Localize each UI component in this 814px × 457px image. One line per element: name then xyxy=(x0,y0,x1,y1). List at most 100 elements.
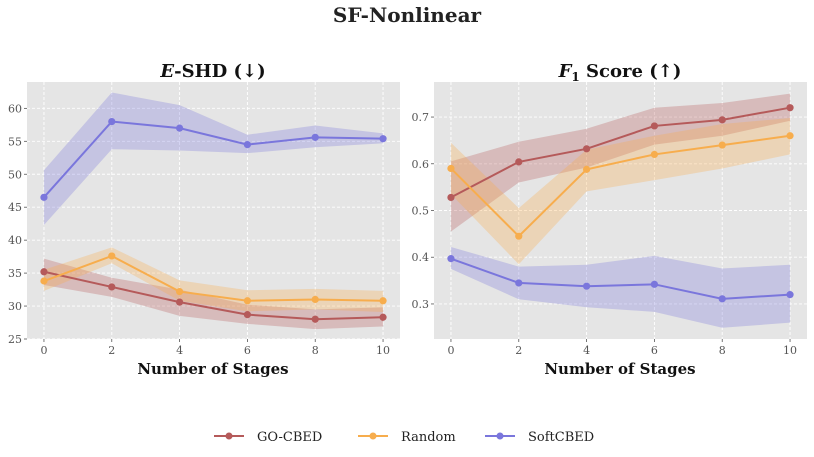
legend-label-go-cbed: GO-CBED xyxy=(257,430,322,445)
f1-band-go-cbed xyxy=(450,93,791,232)
panel-eshd-title: E-SHD (↓) xyxy=(159,61,265,82)
f1-line-random xyxy=(450,134,791,238)
panel-f1-lines xyxy=(447,104,794,303)
eshd-ytick-label-6: 55 xyxy=(8,135,22,148)
eshd-line-go-cbed xyxy=(43,270,384,321)
eshd-line-softcbed xyxy=(43,120,384,198)
f1-point-random-0 xyxy=(447,164,455,173)
eshd-point-softcbed-10 xyxy=(379,135,387,143)
eshd-band-softcbed xyxy=(43,92,384,225)
f1-line-softcbed xyxy=(450,257,791,300)
legend-marker-go-cbed xyxy=(225,432,233,440)
f1-ytick-label-4: 0.7 xyxy=(412,111,430,124)
f1-xtick-label-4: 4 xyxy=(583,344,590,357)
f1-point-go-cbed-0 xyxy=(447,193,455,202)
f1-point-softcbed-4 xyxy=(582,282,591,290)
eshd-point-go-cbed-8 xyxy=(311,315,319,323)
eshd-ytick-label-2: 35 xyxy=(8,267,22,280)
eshd-point-softcbed-6 xyxy=(243,141,252,149)
panel-eshd-lines xyxy=(40,117,387,323)
eshd-ytick-label-1: 30 xyxy=(8,300,22,313)
f1-xtick-label-6: 6 xyxy=(651,344,658,357)
legend-marker-softcbed xyxy=(496,432,504,440)
eshd-point-random-6 xyxy=(243,297,252,305)
f1-ytick-label-2: 0.5 xyxy=(412,205,430,218)
eshd-point-go-cbed-4 xyxy=(175,298,184,306)
eshd-point-random-4 xyxy=(175,287,184,296)
eshd-xtick-label-8: 8 xyxy=(312,344,319,357)
f1-point-random-4 xyxy=(582,165,591,173)
panel-f1-xticks: 0 2 4 6 8 10 xyxy=(447,339,797,357)
panel-eshd-title-math: E xyxy=(159,61,174,82)
eshd-xtick-label-2: 2 xyxy=(108,344,115,357)
panel-f1-bands xyxy=(450,93,791,328)
eshd-point-go-cbed-6 xyxy=(243,311,252,319)
f1-line-go-cbed xyxy=(450,106,791,199)
panel-eshd-grid xyxy=(27,82,400,340)
legend: GO-CBED Random SoftCBED xyxy=(214,430,594,445)
eshd-line-random xyxy=(43,254,384,302)
f1-point-random-8 xyxy=(718,141,726,149)
eshd-xtick-label-4: 4 xyxy=(176,344,183,357)
eshd-point-random-0 xyxy=(40,277,48,285)
f1-point-softcbed-0 xyxy=(447,255,455,263)
f1-xtick-label-10: 10 xyxy=(783,344,797,357)
f1-point-go-cbed-2 xyxy=(515,158,523,166)
f1-point-go-cbed-6 xyxy=(650,122,659,130)
panel-f1-title-sub: 1 xyxy=(571,70,579,84)
legend-entry-go-cbed: GO-CBED xyxy=(214,430,322,445)
panel-f1-yticks: 0.3 0.4 0.5 0.6 0.7 xyxy=(412,111,434,311)
eshd-band-random xyxy=(43,247,384,312)
f1-point-go-cbed-10 xyxy=(786,104,794,112)
eshd-ytick-label-4: 45 xyxy=(8,201,22,214)
eshd-point-go-cbed-2 xyxy=(108,283,116,291)
eshd-point-random-2 xyxy=(108,252,116,260)
f1-point-random-2 xyxy=(515,232,523,240)
legend-marker-random xyxy=(369,432,377,440)
figure-title: SF-Nonlinear xyxy=(333,3,482,27)
f1-ytick-label-0: 0.3 xyxy=(412,298,430,311)
f1-band-random xyxy=(450,117,791,265)
f1-xtick-label-2: 2 xyxy=(515,344,522,357)
eshd-xtick-label-0: 0 xyxy=(40,344,47,357)
f1-point-go-cbed-4 xyxy=(582,145,591,153)
eshd-xtick-label-10: 10 xyxy=(376,344,390,357)
panel-f1: F1 Score (↑) 0 2 4 6 8 10 0.3 0.4 0.5 0.6 0.7 Num… xyxy=(412,61,807,378)
legend-entry-random: Random xyxy=(358,430,456,445)
panel-eshd-xticks: 0 2 4 6 8 10 xyxy=(40,339,390,357)
panel-eshd-bands xyxy=(43,92,384,330)
panel-eshd-xlabel: Number of Stages xyxy=(137,360,288,378)
eshd-band-go-cbed xyxy=(43,258,384,330)
legend-label-random: Random xyxy=(401,430,456,445)
eshd-point-random-8 xyxy=(311,295,319,304)
eshd-point-softcbed-2 xyxy=(108,117,116,126)
eshd-point-go-cbed-0 xyxy=(40,268,48,276)
f1-point-random-10 xyxy=(786,132,794,140)
legend-label-softcbed: SoftCBED xyxy=(528,430,594,445)
f1-point-softcbed-2 xyxy=(515,279,523,287)
f1-point-softcbed-8 xyxy=(718,295,726,303)
f1-point-go-cbed-8 xyxy=(718,116,726,124)
eshd-ytick-label-5: 50 xyxy=(8,168,22,181)
panel-f1-xlabel: Number of Stages xyxy=(544,360,695,378)
eshd-point-random-10 xyxy=(379,297,387,305)
eshd-ytick-label-3: 40 xyxy=(8,234,22,247)
f1-xtick-label-0: 0 xyxy=(447,344,454,357)
eshd-xtick-label-6: 6 xyxy=(244,344,251,357)
eshd-point-go-cbed-10 xyxy=(379,313,387,321)
panel-f1-title: F1 Score (↑) xyxy=(558,61,682,84)
f1-point-random-6 xyxy=(650,150,659,159)
panel-f1-title-math: F xyxy=(558,61,573,82)
f1-point-softcbed-6 xyxy=(650,280,659,288)
f1-xtick-label-8: 8 xyxy=(719,344,726,357)
f1-point-softcbed-10 xyxy=(786,291,794,299)
panel-eshd-title-rest: -SHD (↓) xyxy=(174,61,265,82)
eshd-point-softcbed-0 xyxy=(40,193,48,201)
f1-ytick-label-3: 0.6 xyxy=(412,158,430,171)
f1-ytick-label-1: 0.4 xyxy=(412,251,430,264)
eshd-ytick-label-7: 60 xyxy=(8,102,22,115)
panel-eshd: E-SHD (↓) 0 2 4 6 8 10 25 30 35 40 45 50 55 60 Numbe… xyxy=(8,61,400,378)
legend-entry-softcbed: SoftCBED xyxy=(485,430,594,445)
eshd-point-softcbed-4 xyxy=(175,124,184,132)
